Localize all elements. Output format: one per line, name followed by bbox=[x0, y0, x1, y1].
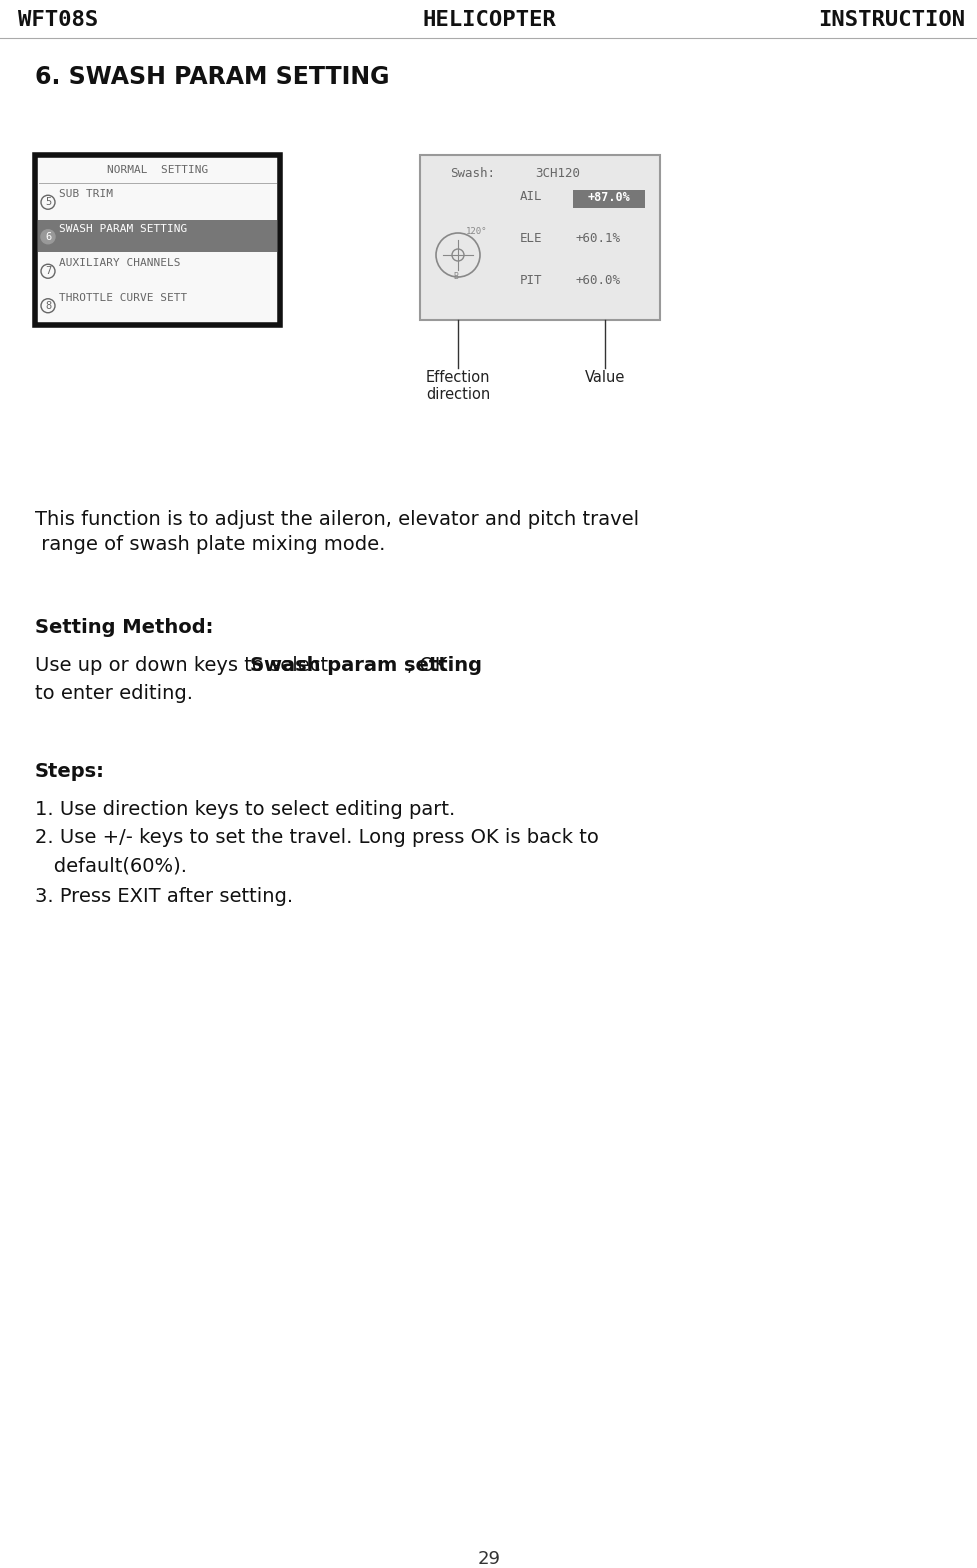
Text: , OK: , OK bbox=[406, 655, 447, 674]
Text: INSTRUCTION: INSTRUCTION bbox=[817, 9, 964, 30]
Text: ELE: ELE bbox=[520, 232, 542, 245]
Text: 5: 5 bbox=[45, 198, 51, 207]
Text: Use up or down keys to select: Use up or down keys to select bbox=[35, 655, 334, 674]
Text: +87.0%: +87.0% bbox=[587, 191, 630, 204]
Text: Steps:: Steps: bbox=[35, 762, 105, 781]
Text: B: B bbox=[453, 271, 458, 281]
Text: 120°: 120° bbox=[465, 227, 487, 237]
Text: default(60%).: default(60%). bbox=[35, 856, 193, 875]
Bar bbox=[419, 155, 659, 320]
Text: This function is to adjust the aileron, elevator and pitch travel: This function is to adjust the aileron, … bbox=[35, 510, 639, 528]
Bar bbox=[38, 220, 276, 252]
Text: 1. Use direction keys to select editing part.: 1. Use direction keys to select editing … bbox=[35, 800, 454, 818]
Text: HELICOPTER: HELICOPTER bbox=[422, 9, 555, 30]
Text: 6: 6 bbox=[45, 232, 51, 241]
Text: THROTTLE CURVE SETT: THROTTLE CURVE SETT bbox=[59, 293, 187, 303]
Text: +60.1%: +60.1% bbox=[574, 232, 619, 245]
Text: 3. Press EXIT after setting.: 3. Press EXIT after setting. bbox=[35, 887, 293, 906]
Bar bbox=[573, 190, 645, 209]
Text: 2. Use +/- keys to set the travel. Long press OK is back to: 2. Use +/- keys to set the travel. Long … bbox=[35, 828, 598, 847]
Text: range of swash plate mixing mode.: range of swash plate mixing mode. bbox=[35, 535, 385, 554]
Text: Effection
direction: Effection direction bbox=[425, 370, 489, 403]
Bar bbox=[35, 155, 279, 325]
Text: WFT08S: WFT08S bbox=[18, 9, 98, 30]
Text: Swash param setting: Swash param setting bbox=[249, 655, 481, 674]
Text: SUB TRIM: SUB TRIM bbox=[59, 190, 113, 199]
Text: 6. SWASH PARAM SETTING: 6. SWASH PARAM SETTING bbox=[35, 64, 389, 89]
Text: AIL: AIL bbox=[520, 190, 542, 202]
Text: PIT: PIT bbox=[520, 274, 542, 287]
Text: NORMAL  SETTING: NORMAL SETTING bbox=[106, 165, 208, 176]
Circle shape bbox=[41, 230, 55, 243]
Text: SWASH PARAM SETTING: SWASH PARAM SETTING bbox=[59, 224, 187, 234]
Text: 3CH120: 3CH120 bbox=[534, 168, 579, 180]
Text: +60.0%: +60.0% bbox=[574, 274, 619, 287]
Text: Value: Value bbox=[584, 370, 624, 386]
Text: to enter editing.: to enter editing. bbox=[35, 684, 192, 702]
Text: Setting Method:: Setting Method: bbox=[35, 618, 213, 637]
Text: 8: 8 bbox=[45, 301, 51, 310]
Text: 29: 29 bbox=[477, 1551, 500, 1568]
Text: Swash:: Swash: bbox=[449, 168, 494, 180]
Text: AUXILIARY CHANNELS: AUXILIARY CHANNELS bbox=[59, 259, 181, 268]
Text: 7: 7 bbox=[45, 267, 51, 276]
